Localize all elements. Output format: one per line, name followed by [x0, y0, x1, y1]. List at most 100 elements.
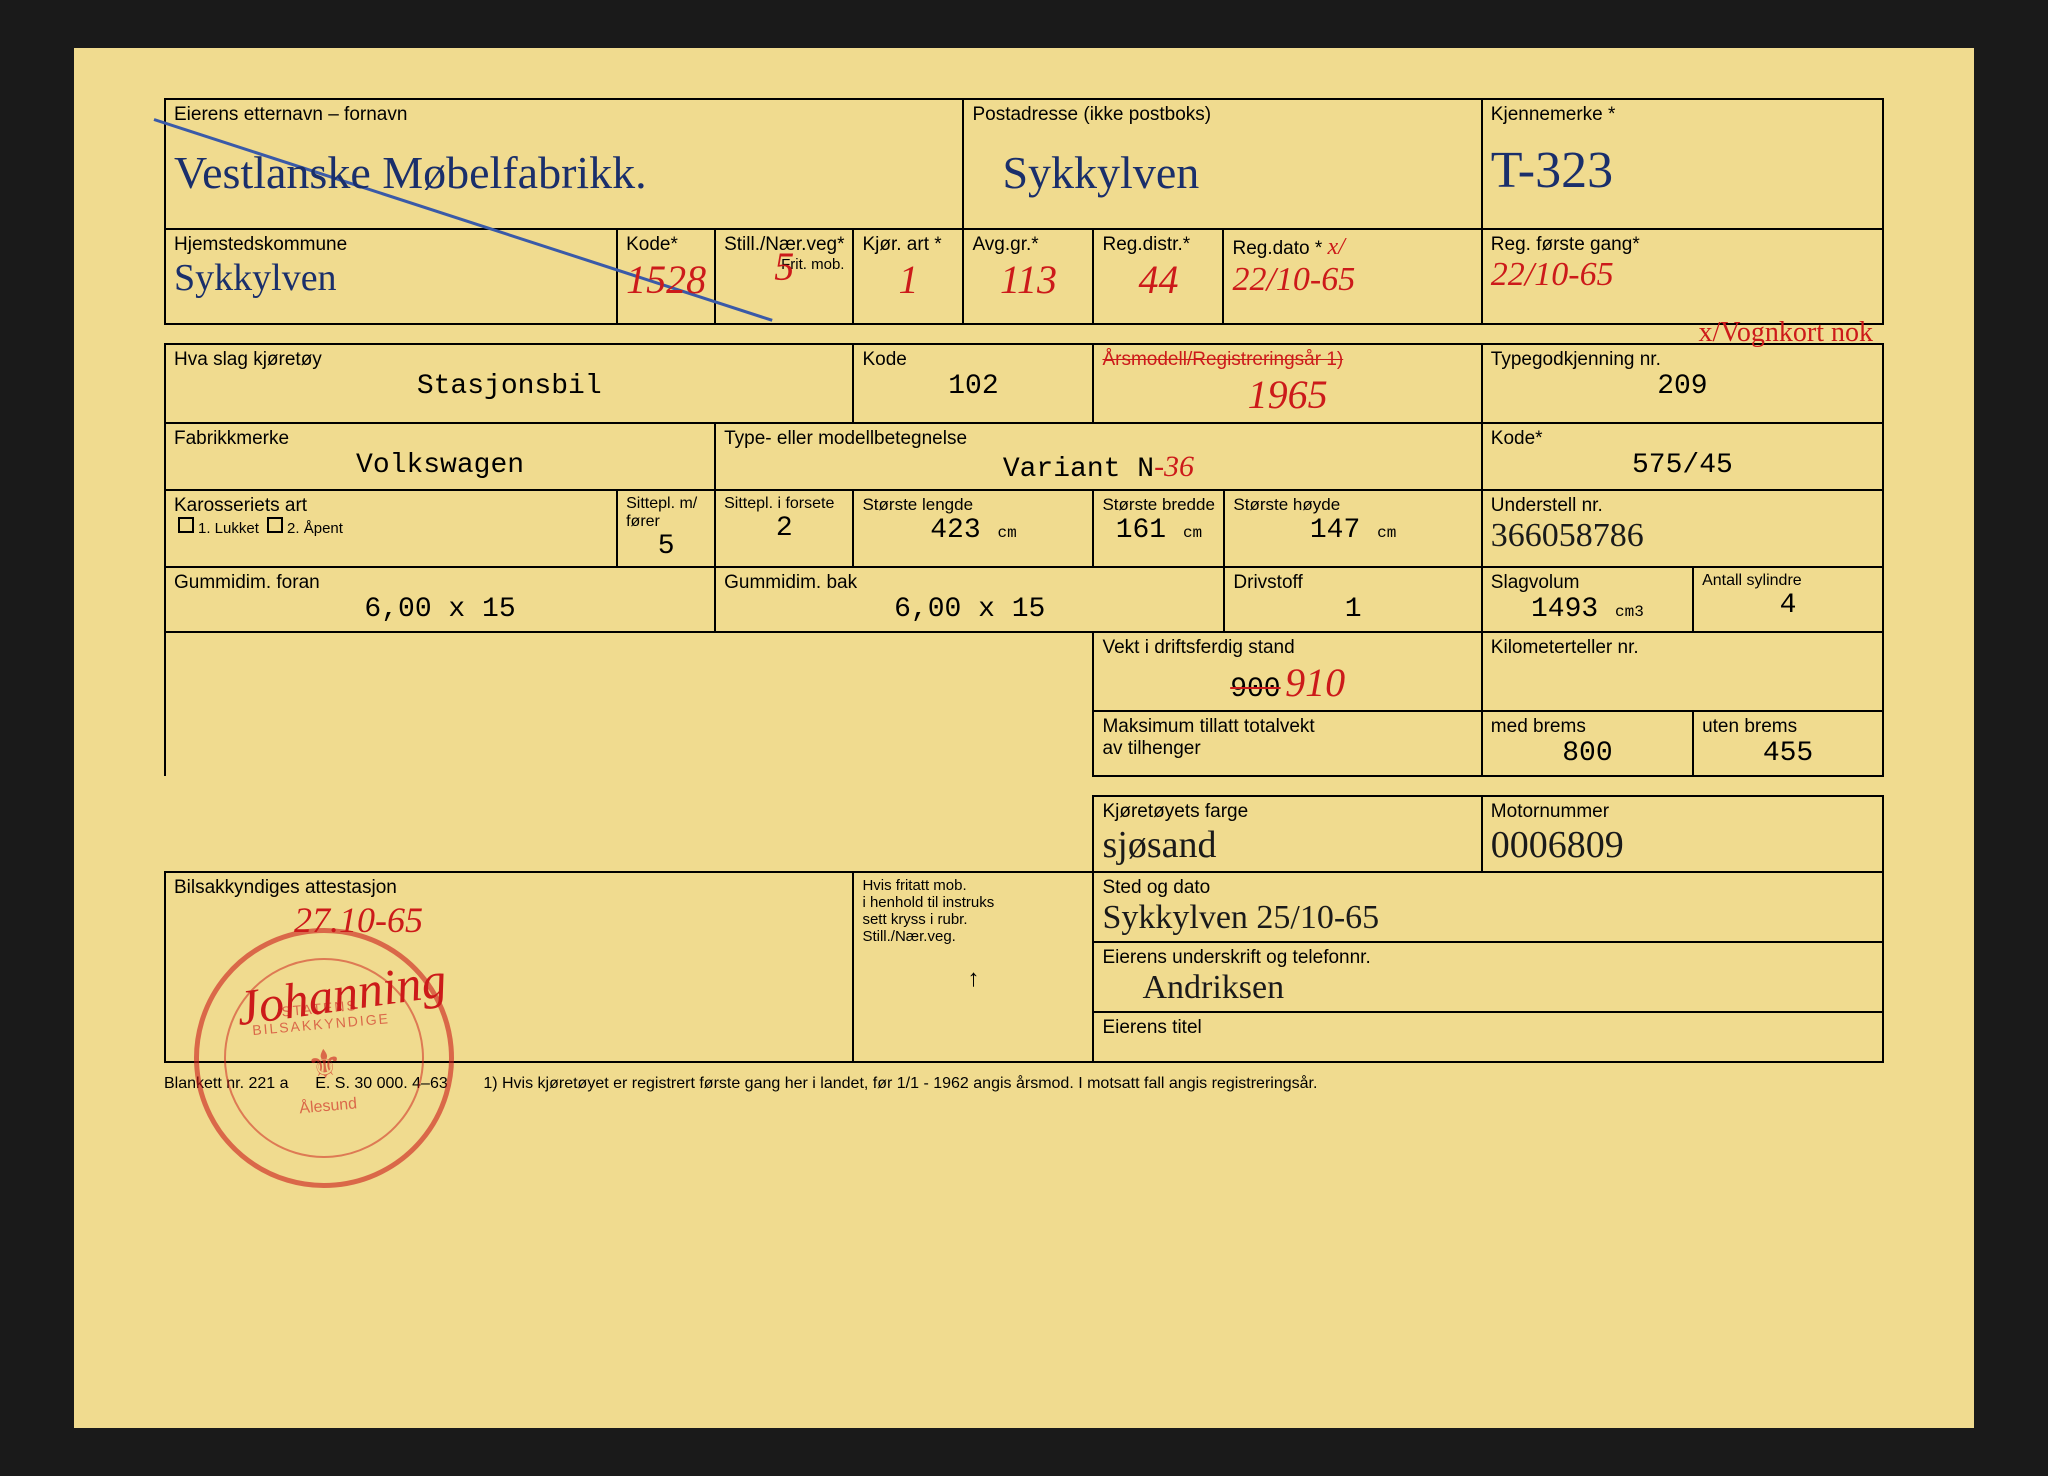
- cell-postal: Postadresse (ikke postboks) Sykkylven: [963, 99, 1481, 229]
- cell-slagvolum: Slagvolum 1493 cm3: [1482, 567, 1693, 632]
- cell-kode3: Kode* 575/45: [1482, 423, 1883, 490]
- cell-gummi-foran: Gummidim. foran 6,00 x 15: [165, 567, 715, 632]
- value-owner: Vestlanske Møbelfabrikk.: [174, 126, 954, 199]
- stamp-emblem-icon: ⚜: [225, 1034, 424, 1097]
- cell-municipality: Hjemstedskommune Sykkylven: [165, 229, 617, 324]
- value-kode2: 102: [862, 371, 1084, 402]
- cell-understell: Understell nr. 366058786: [1482, 490, 1883, 567]
- footer-note: 1) Hvis kjøretøyet er registrert første …: [483, 1075, 1317, 1092]
- label-hoyde: Største høyde: [1233, 495, 1472, 515]
- spacer-row: x/Vognkort nok: [165, 324, 1883, 344]
- cell-gummi-bak: Gummidim. bak 6,00 x 15: [715, 567, 1224, 632]
- value-farge: sjøsand: [1102, 823, 1472, 867]
- cell-karosseri: Karosseriets art 1. Lukket 2. Åpent: [165, 490, 617, 567]
- label-karosseri: Karosseriets art: [174, 495, 608, 517]
- cell-regdato: Reg.dato * x/ 22/10-65: [1223, 229, 1481, 324]
- cell-motornr: Motornummer 0006809: [1482, 796, 1883, 872]
- value-gummibak: 6,00 x 15: [724, 594, 1215, 625]
- cell-vekt: Vekt i driftsferdig stand 900 910: [1093, 632, 1481, 711]
- cell-regforste: Reg. første gang* 22/10-65: [1482, 229, 1883, 324]
- spacer-row-2: [165, 776, 1883, 796]
- value-kjorart: 1: [862, 256, 954, 303]
- form-table: Eierens etternavn – fornavn Vestlanske M…: [164, 98, 1884, 1063]
- label-underskrift: Eierens underskrift og telefonnr.: [1102, 947, 1874, 969]
- cell-utenbrems: uten brems 455: [1693, 711, 1883, 776]
- label-avggr: Avg.gr.*: [972, 234, 1084, 256]
- cell-medbrems: med brems 800: [1482, 711, 1693, 776]
- cell-sylindre: Antall sylindre 4: [1693, 567, 1883, 632]
- cell-sittepl-forsete: Sittepl. i forsete 2: [715, 490, 853, 567]
- label-kmteller: Kilometerteller nr.: [1491, 637, 1874, 659]
- stamp-location: Ålesund: [230, 1089, 427, 1124]
- value-underskrift: Andriksen: [1102, 969, 1874, 1007]
- value-slagvolum: 1493 cm3: [1491, 594, 1684, 625]
- cell-regdistr: Reg.distr.* 44: [1093, 229, 1223, 324]
- value-kode3: 575/45: [1491, 450, 1874, 481]
- value-motornr: 0006809: [1491, 823, 1874, 867]
- cell-kmteller: Kilometerteller nr.: [1482, 632, 1883, 711]
- value-regmark: T-323: [1491, 126, 1874, 200]
- label-owner: Eierens etternavn – fornavn: [174, 104, 954, 126]
- cell-code: Kode* 1528: [617, 229, 715, 324]
- value-utenbrems: 455: [1702, 738, 1874, 769]
- cell-titel: Eierens titel: [1093, 1012, 1883, 1062]
- cell-blank-left-2: [165, 796, 1093, 872]
- cell-steddato: Sted og dato Sykkylven 25/10-65: [1093, 872, 1883, 942]
- label-regdato: Reg.dato * x/: [1232, 234, 1472, 261]
- value-postal: Sykkylven: [972, 126, 1472, 199]
- cell-sittepl-forer: Sittepl. m/ fører 5: [617, 490, 715, 567]
- cell-fritatt: Hvis fritatt mob. i henhold til instruks…: [853, 872, 1093, 1062]
- value-steddato: Sykkylven 25/10-65: [1102, 899, 1874, 937]
- value-hoyde: 147 cm: [1233, 515, 1472, 546]
- cell-regmark: Kjennemerke * T-323: [1482, 99, 1883, 229]
- label-makstilhenger: Maksimum tillatt totalvekt av tilhenger: [1102, 716, 1472, 760]
- cell-owner-name: Eierens etternavn – fornavn Vestlanske M…: [165, 99, 963, 229]
- label-fabrikkmerke: Fabrikkmerke: [174, 428, 706, 450]
- checkbox-lukket: [178, 517, 194, 533]
- value-gummiforan: 6,00 x 15: [174, 594, 706, 625]
- value-understell: 366058786: [1491, 517, 1874, 555]
- label-kjorart: Kjør. art *: [862, 234, 954, 256]
- label-utenbrems: uten brems: [1702, 716, 1874, 738]
- label-typemodell: Type- eller modellbetegnelse: [724, 428, 1473, 450]
- cell-bredde: Største bredde 161 cm: [1093, 490, 1224, 567]
- label-regdistr: Reg.distr.*: [1102, 234, 1214, 256]
- label-slagvolum: Slagvolum: [1491, 572, 1684, 594]
- label-regforste: Reg. første gang*: [1491, 234, 1874, 256]
- label-arsmodell: Årsmodell/Registreringsår 1): [1102, 349, 1472, 371]
- label-drivstoff: Drivstoff: [1233, 572, 1472, 594]
- label-vehicletype: Hva slag kjøretøy: [174, 349, 844, 371]
- value-regforste: 22/10-65: [1491, 256, 1874, 294]
- cell-farge: Kjøretøyets farge sjøsand: [1093, 796, 1481, 872]
- cell-fabrikkmerke: Fabrikkmerke Volkswagen: [165, 423, 715, 490]
- value-regdato: 22/10-65: [1232, 261, 1472, 299]
- value-fabrikkmerke: Volkswagen: [174, 450, 706, 481]
- registration-card: Eierens etternavn – fornavn Vestlanske M…: [74, 48, 1974, 1428]
- label-postal: Postadresse (ikke postboks): [972, 104, 1472, 126]
- cell-lengde: Største lengde 423 cm: [853, 490, 1093, 567]
- value-arsmodell: 1965: [1102, 371, 1472, 418]
- value-sylindre: 4: [1702, 590, 1874, 621]
- value-code: 1528: [626, 256, 706, 303]
- value-sitteplforer: 5: [626, 531, 706, 562]
- value-vehicletype: Stasjonsbil: [174, 371, 844, 402]
- value-municipality: Sykkylven: [174, 256, 608, 300]
- cell-typemodell: Type- eller modellbetegnelse Variant N-3…: [715, 423, 1482, 490]
- value-avggr: 113: [972, 256, 1084, 303]
- cell-kjorart: Kjør. art * 1: [853, 229, 963, 324]
- label-kode3: Kode*: [1491, 428, 1874, 450]
- cell-arsmodell: Årsmodell/Registreringsår 1) 1965: [1093, 344, 1481, 423]
- cell-blank-left: [165, 632, 1093, 776]
- label-fritatt: Hvis fritatt mob. i henhold til instruks…: [862, 877, 1084, 945]
- label-gummiforan: Gummidim. foran: [174, 572, 706, 594]
- label-sitteplforer: Sittepl. m/ fører: [626, 495, 706, 531]
- label-sitteplforsete: Sittepl. i forsete: [724, 495, 844, 513]
- label-gummibak: Gummidim. bak: [724, 572, 1215, 594]
- value-regdistr: 44: [1102, 256, 1214, 303]
- label-sylindre: Antall sylindre: [1702, 572, 1874, 590]
- value-typemodell: Variant N-36: [724, 450, 1473, 485]
- cell-kode2: Kode 102: [853, 344, 1093, 423]
- label-steddato: Sted og dato: [1102, 877, 1874, 899]
- cell-vehicletype: Hva slag kjøretøy Stasjonsbil: [165, 344, 853, 423]
- label-code: Kode*: [626, 234, 706, 256]
